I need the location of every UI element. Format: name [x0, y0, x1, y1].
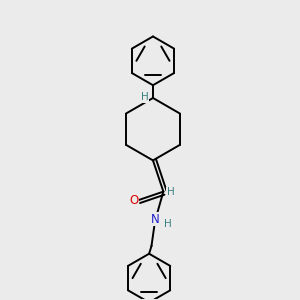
Text: H: H — [167, 187, 175, 197]
Text: O: O — [129, 194, 139, 207]
Text: H: H — [164, 219, 171, 229]
Text: H: H — [141, 92, 148, 102]
Text: N: N — [151, 213, 160, 226]
